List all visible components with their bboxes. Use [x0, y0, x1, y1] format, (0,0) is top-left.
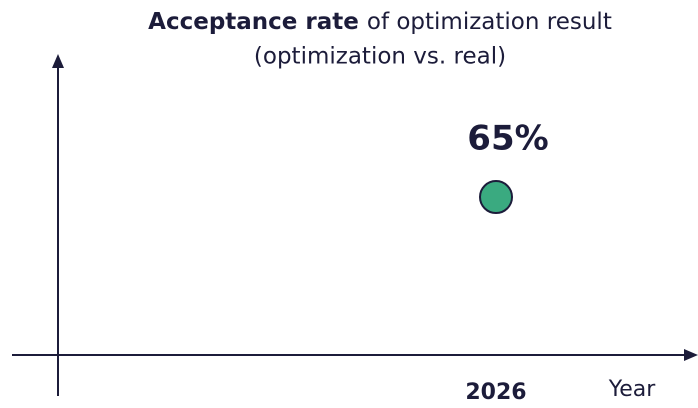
- title-rest: of optimization result: [367, 9, 612, 35]
- data-point: [479, 180, 513, 215]
- data-label: 65%: [467, 119, 548, 159]
- chart-title: Acceptance rate of optimization result: [148, 9, 612, 35]
- x-axis-arrow: [684, 349, 698, 361]
- title-bold: Acceptance rate: [148, 9, 359, 35]
- x-tick-label: 2026: [465, 380, 526, 405]
- x-axis-label: Year: [608, 377, 657, 402]
- chart-subtitle: (optimization vs. real): [254, 44, 506, 70]
- y-axis-arrow: [52, 54, 64, 68]
